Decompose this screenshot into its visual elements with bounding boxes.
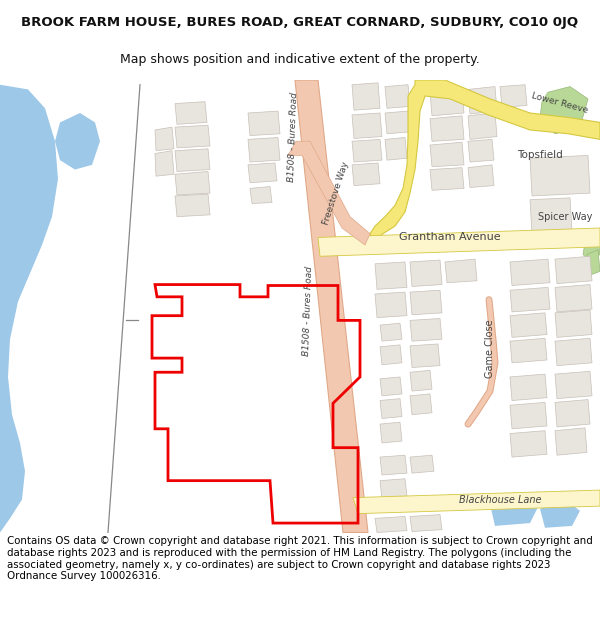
Polygon shape [410, 319, 442, 341]
Polygon shape [375, 292, 407, 318]
Polygon shape [380, 479, 407, 499]
Polygon shape [353, 490, 600, 514]
Polygon shape [500, 85, 527, 107]
Polygon shape [468, 87, 497, 114]
Polygon shape [555, 371, 592, 399]
Polygon shape [370, 80, 600, 238]
Polygon shape [175, 149, 210, 171]
Polygon shape [410, 260, 442, 286]
Text: Grantham Avenue: Grantham Avenue [399, 232, 501, 242]
Polygon shape [410, 371, 432, 391]
Polygon shape [430, 168, 464, 190]
Polygon shape [352, 83, 380, 110]
Polygon shape [555, 399, 590, 427]
Polygon shape [288, 141, 370, 245]
Polygon shape [155, 151, 174, 176]
Polygon shape [410, 455, 434, 473]
Polygon shape [530, 198, 572, 234]
Polygon shape [510, 259, 550, 286]
Text: Game Close: Game Close [485, 319, 495, 378]
Polygon shape [468, 139, 494, 162]
Polygon shape [510, 338, 547, 362]
Polygon shape [490, 495, 538, 526]
Polygon shape [430, 142, 464, 167]
Polygon shape [375, 516, 407, 532]
Text: Spicer Way: Spicer Way [538, 212, 592, 222]
Polygon shape [0, 85, 58, 532]
Polygon shape [175, 171, 210, 195]
Polygon shape [410, 290, 442, 315]
Polygon shape [318, 228, 600, 256]
Polygon shape [587, 249, 600, 275]
Text: B1508 - Bures Road: B1508 - Bures Road [287, 91, 299, 182]
Polygon shape [510, 288, 550, 312]
Polygon shape [555, 256, 592, 284]
Polygon shape [248, 163, 277, 182]
Polygon shape [583, 238, 600, 262]
Polygon shape [540, 499, 580, 528]
Polygon shape [555, 428, 587, 455]
Polygon shape [380, 399, 402, 418]
Polygon shape [540, 87, 588, 134]
Polygon shape [380, 377, 402, 396]
Polygon shape [555, 284, 592, 312]
Polygon shape [250, 186, 272, 204]
Polygon shape [468, 113, 497, 139]
Text: B1508 - Bures Road: B1508 - Bures Road [302, 266, 314, 356]
Polygon shape [530, 156, 590, 196]
Text: BROOK FARM HOUSE, BURES ROAD, GREAT CORNARD, SUDBURY, CO10 0JQ: BROOK FARM HOUSE, BURES ROAD, GREAT CORN… [22, 16, 578, 29]
Polygon shape [352, 113, 382, 139]
Polygon shape [430, 116, 464, 141]
Polygon shape [510, 374, 547, 401]
Polygon shape [175, 125, 210, 148]
Text: Freestove Way: Freestove Way [322, 161, 350, 226]
Polygon shape [510, 431, 547, 457]
Polygon shape [352, 139, 382, 162]
Polygon shape [248, 138, 280, 162]
Polygon shape [375, 262, 407, 289]
Polygon shape [555, 310, 592, 338]
Text: Topsfield: Topsfield [517, 151, 563, 161]
Polygon shape [55, 113, 100, 169]
Polygon shape [380, 455, 407, 475]
Polygon shape [410, 514, 442, 531]
Polygon shape [175, 102, 207, 124]
Polygon shape [410, 394, 432, 414]
Polygon shape [352, 163, 380, 186]
Polygon shape [385, 138, 407, 160]
Polygon shape [385, 85, 410, 108]
Text: Blackhouse Lane: Blackhouse Lane [459, 494, 541, 504]
Text: Lower Reeve: Lower Reeve [531, 92, 589, 116]
Polygon shape [380, 323, 402, 341]
Text: Map shows position and indicative extent of the property.: Map shows position and indicative extent… [120, 54, 480, 66]
Polygon shape [445, 259, 477, 282]
Polygon shape [510, 402, 547, 429]
Polygon shape [295, 80, 368, 532]
Polygon shape [175, 194, 210, 217]
Polygon shape [385, 111, 410, 134]
Polygon shape [410, 344, 440, 367]
Polygon shape [555, 338, 592, 366]
Polygon shape [468, 165, 494, 188]
Polygon shape [380, 345, 402, 365]
Polygon shape [155, 127, 174, 151]
Polygon shape [248, 111, 280, 136]
Polygon shape [430, 89, 464, 116]
Text: Contains OS data © Crown copyright and database right 2021. This information is : Contains OS data © Crown copyright and d… [7, 536, 593, 581]
Polygon shape [510, 313, 547, 338]
Polygon shape [380, 422, 402, 443]
